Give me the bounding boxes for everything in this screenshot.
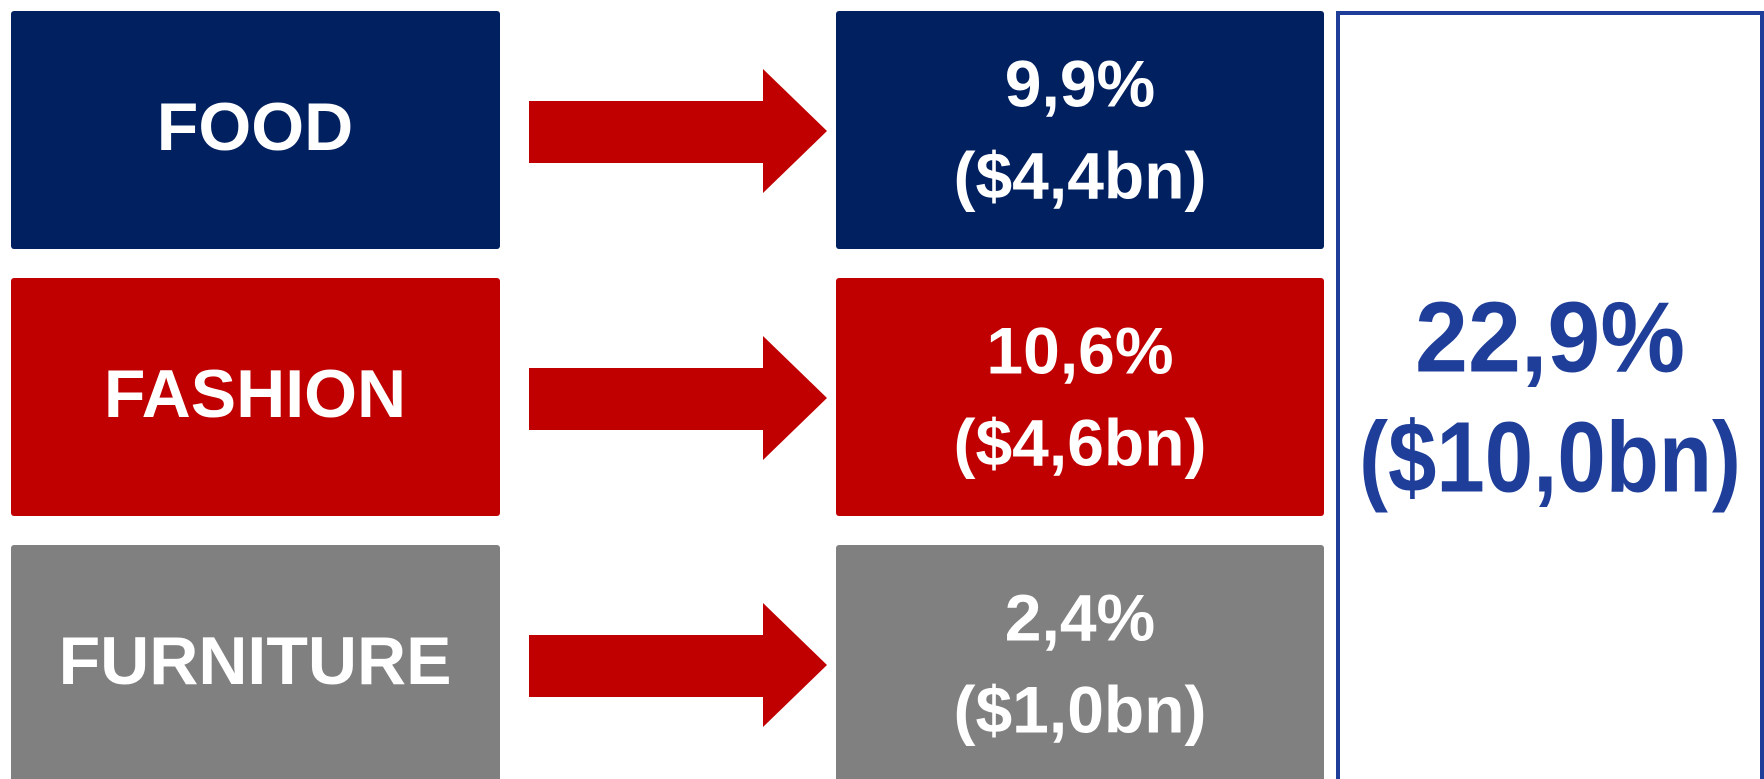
value-amount: ($4,6bn) [953,405,1206,479]
value-amount: ($1,0bn) [953,672,1206,746]
value-box [836,278,1324,516]
category-box [11,278,500,516]
value-box [836,11,1324,249]
value-amount: ($4,4bn) [953,138,1206,212]
total-percent: 22,9% [1415,281,1685,393]
arrow [529,69,827,193]
value-percent: 9,9% [1005,46,1155,120]
total-box [1336,11,1764,779]
category-box [11,11,500,249]
category-label: FOOD [157,89,353,165]
total-amount: ($10,0bn) [1359,401,1741,513]
category-label: FURNITURE [59,623,452,699]
category-box [11,545,500,779]
arrow [529,603,827,727]
value-percent: 10,6% [986,313,1173,387]
value-percent: 2,4% [1005,580,1155,654]
category-label: FASHION [104,356,406,432]
arrow [529,336,827,460]
value-box [836,545,1324,779]
